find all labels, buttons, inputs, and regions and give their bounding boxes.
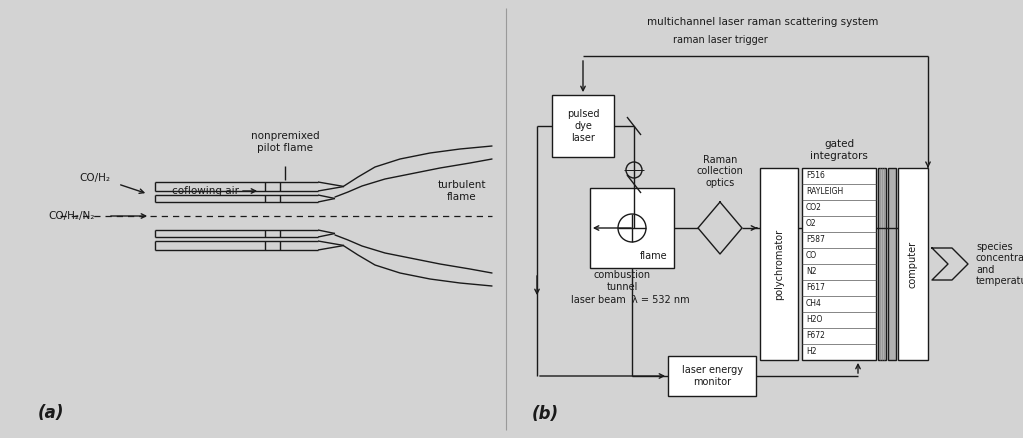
Text: O2: O2 <box>806 219 816 229</box>
Text: (a): (a) <box>38 404 64 422</box>
Text: coflowing air: coflowing air <box>172 186 238 196</box>
Text: Raman
collection
optics: Raman collection optics <box>697 155 744 188</box>
Text: computer: computer <box>908 240 918 288</box>
Text: combustion
tunnel: combustion tunnel <box>593 270 651 292</box>
Bar <box>888 168 896 360</box>
Text: nonpremixed
pilot flame: nonpremixed pilot flame <box>251 131 319 153</box>
Text: raman laser trigger: raman laser trigger <box>673 35 767 45</box>
Text: gated
integrators: gated integrators <box>810 139 868 161</box>
Text: RAYLEIGH: RAYLEIGH <box>806 187 843 197</box>
Text: N2: N2 <box>806 268 816 276</box>
Text: turbulent
flame: turbulent flame <box>438 180 486 202</box>
Text: (b): (b) <box>532 405 560 423</box>
Text: H2: H2 <box>806 347 816 357</box>
Text: multichannel laser raman scattering system: multichannel laser raman scattering syst… <box>648 17 879 27</box>
Text: CO: CO <box>806 251 817 261</box>
Text: CO/H₂/N₂: CO/H₂/N₂ <box>49 211 95 221</box>
Bar <box>552 95 614 157</box>
Text: pulsed
dye
laser: pulsed dye laser <box>567 110 599 143</box>
Text: F672: F672 <box>806 332 825 340</box>
Text: CO/H₂: CO/H₂ <box>80 173 110 183</box>
Bar <box>878 168 886 360</box>
Text: laser energy
monitor: laser energy monitor <box>681 365 743 387</box>
Bar <box>590 188 674 268</box>
Text: species
concentration
and
temperature: species concentration and temperature <box>976 242 1023 286</box>
Text: F617: F617 <box>806 283 825 293</box>
Bar <box>898 168 928 360</box>
Text: F516: F516 <box>806 172 825 180</box>
Text: CO2: CO2 <box>806 204 821 212</box>
Bar <box>760 168 798 360</box>
Text: H2O: H2O <box>806 315 822 325</box>
Bar <box>802 168 876 360</box>
Text: flame: flame <box>640 251 668 261</box>
Text: laser beam  λ = 532 nm: laser beam λ = 532 nm <box>571 295 690 305</box>
Text: polychromator: polychromator <box>774 229 784 300</box>
Text: CH4: CH4 <box>806 300 821 308</box>
Bar <box>668 356 756 396</box>
Text: F587: F587 <box>806 236 825 244</box>
